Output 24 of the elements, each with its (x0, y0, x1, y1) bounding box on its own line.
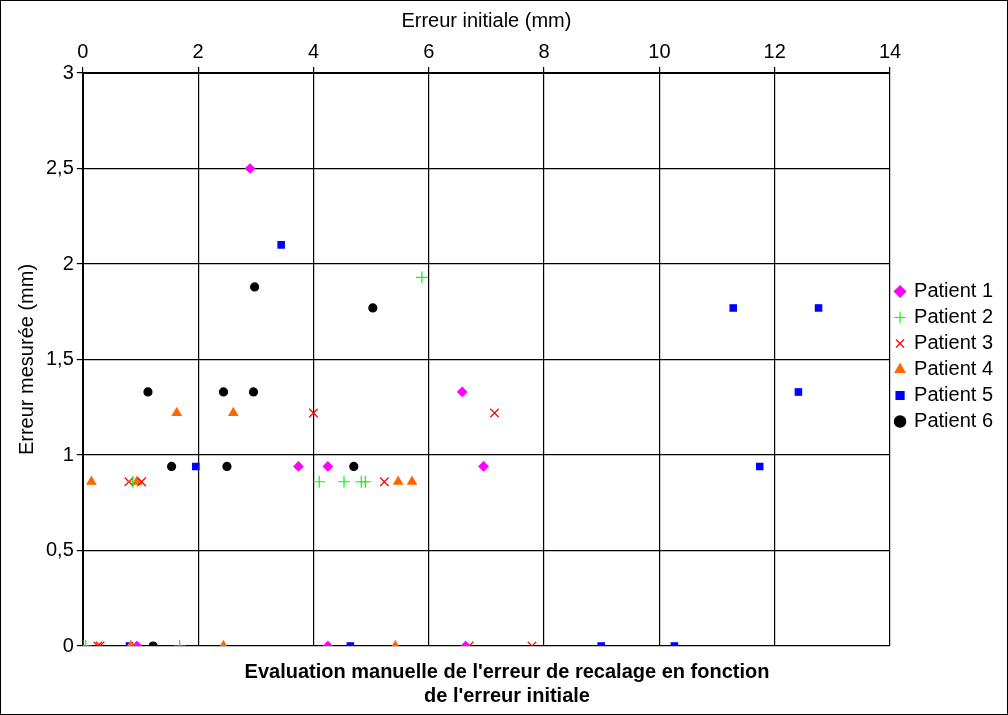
y-tick-label: 0,5 (45, 538, 74, 561)
y-tick-label: 1,5 (45, 347, 74, 370)
x-tick-label: 2 (192, 39, 204, 62)
x-tick-label: 6 (423, 39, 435, 62)
legend-label: Patient 1 (914, 279, 994, 302)
y-tick-label: 1 (62, 442, 74, 465)
x-tick-label: 8 (538, 39, 550, 62)
y-tick-label: 2 (62, 251, 74, 274)
legend-label: Patient 6 (914, 409, 994, 432)
y-tick-label: 2,5 (45, 156, 74, 179)
legend-label: Patient 4 (914, 357, 994, 380)
y-tick-label: 3 (62, 60, 74, 83)
text: Evaluation manuelle de l'erreur de recalage en fonction de l'erreur initiale (244, 659, 770, 706)
x-tick-label: 0 (77, 39, 89, 62)
legend-label: Patient 3 (914, 331, 994, 354)
x-axis-title: Erreur initiale (mm) (401, 8, 572, 31)
x-tick-label: 4 (307, 39, 320, 62)
y-tick-label: 0 (62, 633, 74, 656)
x-tick-label: 14 (878, 39, 902, 62)
x-tick-label: 10 (648, 39, 671, 62)
x-tick-label: 12 (763, 39, 786, 62)
legend-label: Patient 2 (914, 305, 994, 328)
y-axis-title: Erreur mesurée (mm) (14, 263, 37, 456)
legend-label: Patient 5 (914, 383, 994, 406)
